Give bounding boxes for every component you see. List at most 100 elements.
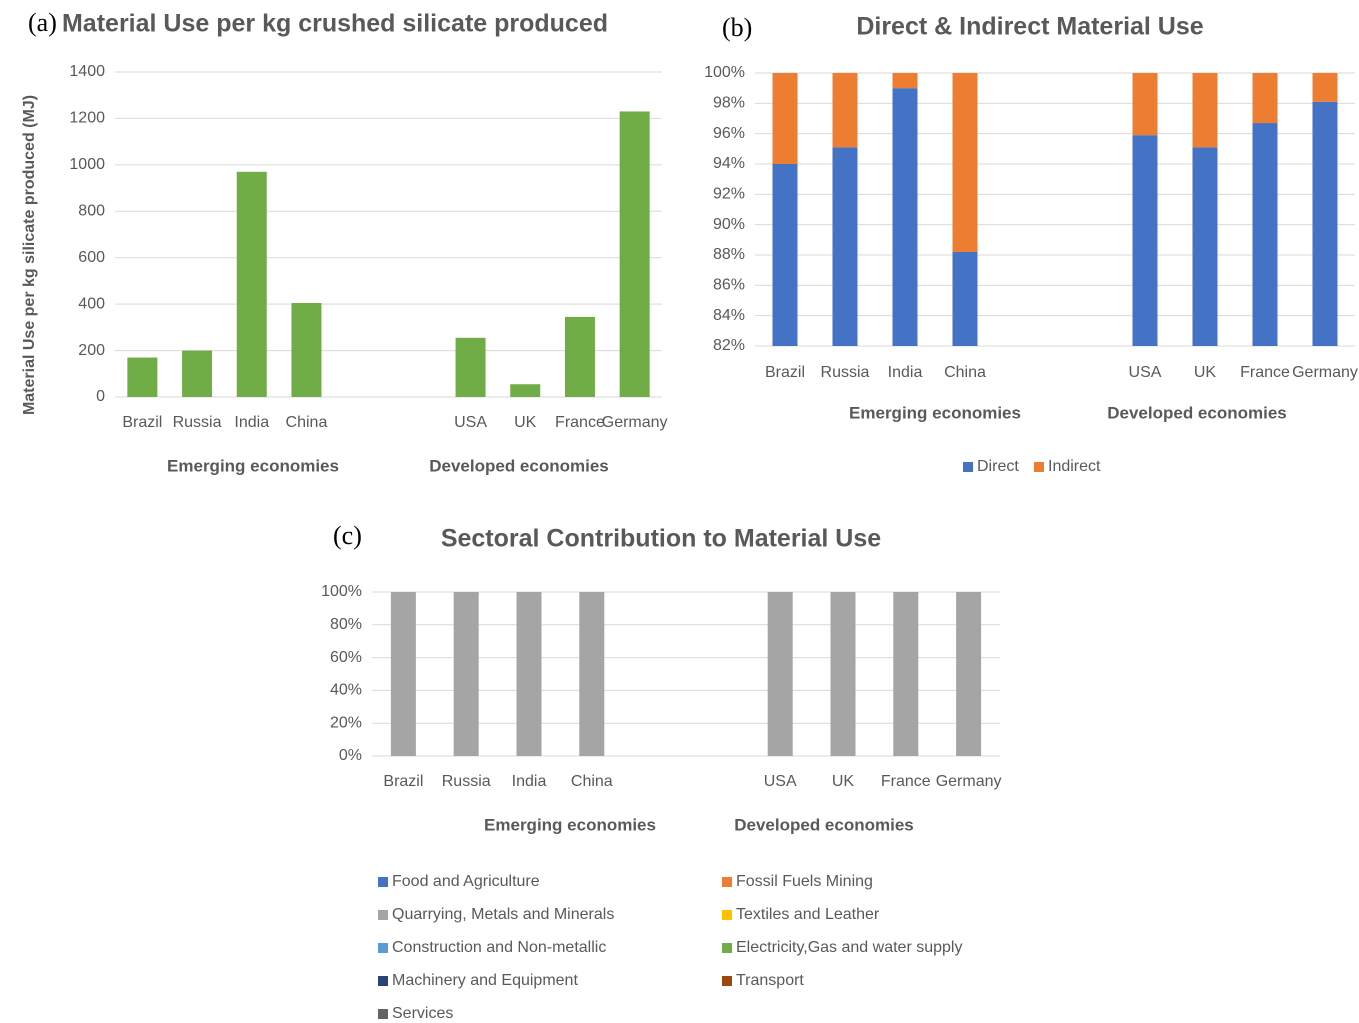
y-tick-label: 84% — [713, 307, 745, 324]
x-tick-label: USA — [454, 414, 487, 431]
panel-label: (b) — [722, 13, 752, 42]
y-tick-label: 0% — [339, 747, 362, 764]
group-label: Emerging economies — [484, 815, 656, 834]
x-tick-label: Brazil — [383, 773, 423, 790]
x-tick-label: USA — [764, 773, 797, 790]
legend-swatch — [1034, 462, 1044, 472]
x-tick-label: Russia — [442, 773, 491, 790]
legend-label: Direct — [977, 458, 1019, 475]
bar-segment — [830, 592, 856, 756]
y-tick-label: 40% — [330, 682, 362, 699]
y-tick-label: 92% — [713, 186, 745, 203]
y-axis-label: Material Use per kg silicate produced (M… — [21, 95, 38, 415]
y-tick-label: 100% — [321, 583, 362, 600]
x-tick-label: Russia — [173, 414, 222, 431]
legend-label: Services — [392, 1005, 453, 1022]
bar-segment — [772, 164, 798, 346]
legend-swatch — [722, 976, 732, 986]
y-tick-label: 1000 — [69, 156, 105, 173]
y-tick-label: 800 — [78, 203, 105, 220]
legend-swatch — [963, 462, 973, 472]
bar-segment — [390, 592, 416, 756]
group-label: Developed economies — [1107, 403, 1287, 422]
y-tick-label: 88% — [713, 246, 745, 263]
x-tick-label: India — [888, 364, 923, 381]
y-tick-label: 1200 — [69, 110, 105, 127]
legend-swatch — [722, 943, 732, 953]
bar-segment — [1252, 123, 1278, 346]
legend-swatch — [378, 877, 388, 887]
y-tick-label: 60% — [330, 649, 362, 666]
legend-label: Electricity,Gas and water supply — [736, 939, 962, 956]
group-label: Emerging economies — [167, 456, 339, 475]
x-tick-label: USA — [1129, 364, 1162, 381]
y-tick-label: 94% — [713, 155, 745, 172]
legend-label: Fossil Fuels Mining — [736, 873, 873, 890]
y-tick-label: 90% — [713, 216, 745, 233]
bar — [236, 171, 267, 397]
group-label: Developed economies — [734, 815, 914, 834]
x-tick-label: India — [234, 414, 269, 431]
bar — [455, 337, 486, 397]
bar — [564, 316, 595, 397]
bar-segment — [1132, 73, 1158, 136]
legend-swatch — [722, 877, 732, 887]
bar-segment — [893, 592, 919, 756]
group-label: Emerging economies — [849, 403, 1021, 422]
bar-segment — [1252, 73, 1278, 124]
bar — [510, 384, 541, 397]
y-tick-label: 1400 — [69, 63, 105, 80]
bar-segment — [956, 592, 982, 756]
legend-swatch — [378, 943, 388, 953]
bar — [182, 350, 213, 397]
y-tick-label: 98% — [713, 95, 745, 112]
legend-swatch — [378, 976, 388, 986]
panel-label: (a) — [28, 8, 57, 37]
y-tick-label: 86% — [713, 277, 745, 294]
bar-segment — [892, 88, 918, 347]
y-tick-label: 80% — [330, 616, 362, 633]
x-tick-label: India — [512, 773, 547, 790]
chart-title: Direct & Indirect Material Use — [856, 13, 1203, 41]
x-tick-label: UK — [1194, 364, 1217, 381]
y-tick-label: 96% — [713, 125, 745, 142]
legend-label: Machinery and Equipment — [392, 972, 578, 989]
chart-title: Material Use per kg crushed silicate pro… — [62, 10, 608, 38]
y-tick-label: 400 — [78, 295, 105, 312]
bar-segment — [832, 147, 858, 346]
x-tick-label: Germany — [1292, 364, 1358, 381]
chart-title: Sectoral Contribution to Material Use — [441, 525, 881, 553]
bar-segment — [952, 73, 978, 252]
x-tick-label: China — [944, 364, 986, 381]
y-tick-label: 200 — [78, 342, 105, 359]
x-tick-label: France — [1240, 364, 1290, 381]
legend-label: Indirect — [1048, 458, 1101, 475]
legend-swatch — [378, 910, 388, 920]
x-tick-label: China — [286, 414, 328, 431]
legend-label: Food and Agriculture — [392, 873, 540, 890]
legend-label: Textiles and Leather — [736, 906, 880, 923]
bar — [619, 111, 650, 397]
bar-segment — [1192, 147, 1218, 346]
x-tick-label: France — [881, 773, 931, 790]
x-tick-label: UK — [832, 773, 855, 790]
legend-label: Construction and Non-metallic — [392, 939, 606, 956]
group-label: Developed economies — [429, 456, 609, 475]
bar-segment — [453, 592, 479, 756]
bar-segment — [516, 592, 542, 756]
bar-segment — [772, 73, 798, 164]
legend-label: Quarrying, Metals and Minerals — [392, 906, 614, 923]
bar-segment — [1312, 73, 1338, 102]
bar-segment — [767, 592, 793, 756]
legend-label: Transport — [736, 972, 804, 989]
x-tick-label: France — [555, 414, 605, 431]
y-tick-label: 82% — [713, 337, 745, 354]
x-tick-label: Germany — [602, 414, 668, 431]
bar-segment — [579, 592, 605, 756]
bar — [127, 357, 158, 397]
y-tick-label: 100% — [704, 64, 745, 81]
x-tick-label: UK — [514, 414, 537, 431]
y-tick-label: 20% — [330, 714, 362, 731]
bar-segment — [892, 73, 918, 89]
